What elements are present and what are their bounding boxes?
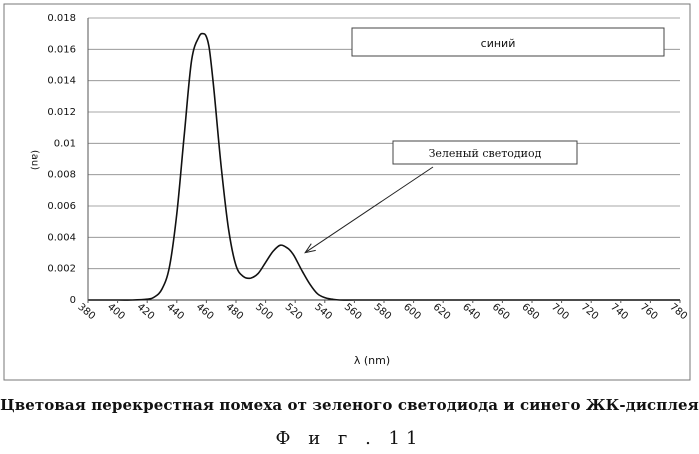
y-tick-label: 0.006 bbox=[47, 201, 76, 212]
figure-caption: Цветовая перекрестная помеха от зеленого… bbox=[0, 396, 699, 414]
x-tick-label: 500 bbox=[253, 302, 275, 323]
legend-label-blue: синий bbox=[481, 37, 516, 50]
x-tick-label: 720 bbox=[579, 302, 601, 323]
y-tick-label: 0.008 bbox=[47, 170, 76, 181]
y-tick-label: 0.012 bbox=[47, 107, 76, 118]
x-tick-label: 420 bbox=[135, 302, 157, 323]
legend-box bbox=[351, 27, 665, 57]
x-tick-label: 540 bbox=[312, 302, 334, 323]
x-tick-label: 580 bbox=[371, 302, 393, 323]
y-tick-label: 0.002 bbox=[47, 264, 76, 275]
x-axis-title: λ (nm) bbox=[354, 354, 390, 367]
x-tick-label: 520 bbox=[283, 302, 305, 323]
x-tick-label: 740 bbox=[608, 302, 630, 323]
annotation-box bbox=[392, 140, 578, 165]
y-tick-label: 0.004 bbox=[47, 232, 76, 243]
x-tick-label: 400 bbox=[105, 302, 127, 323]
x-tick-label: 620 bbox=[431, 302, 453, 323]
x-tick-label: 380 bbox=[75, 302, 97, 323]
x-tick-label: 480 bbox=[223, 302, 245, 323]
x-tick-label: 440 bbox=[164, 302, 186, 323]
chart-frame bbox=[3, 3, 691, 381]
x-tick-label: 660 bbox=[490, 302, 512, 323]
chart-area: 0 0.002 0.004 0.006 0.008 0.01 0.012 0.014 0.016… bbox=[3, 3, 691, 381]
y-axis-title: (au) bbox=[29, 150, 40, 170]
x-tick-label: 760 bbox=[638, 302, 660, 323]
x-tick-label: 560 bbox=[342, 302, 364, 323]
x-tick-label: 680 bbox=[519, 302, 541, 323]
chart-svg: 0 0.002 0.004 0.006 0.008 0.01 0.012 0.014 0.016… bbox=[3, 3, 691, 381]
x-tick-label: 700 bbox=[549, 302, 571, 323]
y-tick-label: 0.01 bbox=[54, 138, 76, 149]
figure-number: Ф и г . 11 bbox=[275, 428, 424, 449]
x-tick-label: 460 bbox=[194, 302, 216, 323]
x-tick-label: 780 bbox=[667, 302, 689, 323]
series-line-0 bbox=[87, 32, 680, 301]
annotation-arrow-line bbox=[304, 166, 434, 253]
x-tick-label: 640 bbox=[460, 302, 482, 323]
y-tick-label: 0 bbox=[70, 295, 76, 306]
y-tick-label: 0.014 bbox=[47, 76, 76, 87]
x-tick-label: 600 bbox=[401, 302, 423, 323]
y-tick-label: 0.016 bbox=[47, 44, 76, 55]
annotation-arrow-head bbox=[304, 243, 316, 254]
annotation-label-green-led: Зеленый светодиод bbox=[429, 147, 542, 160]
y-tick-label: 0.018 bbox=[47, 13, 76, 24]
